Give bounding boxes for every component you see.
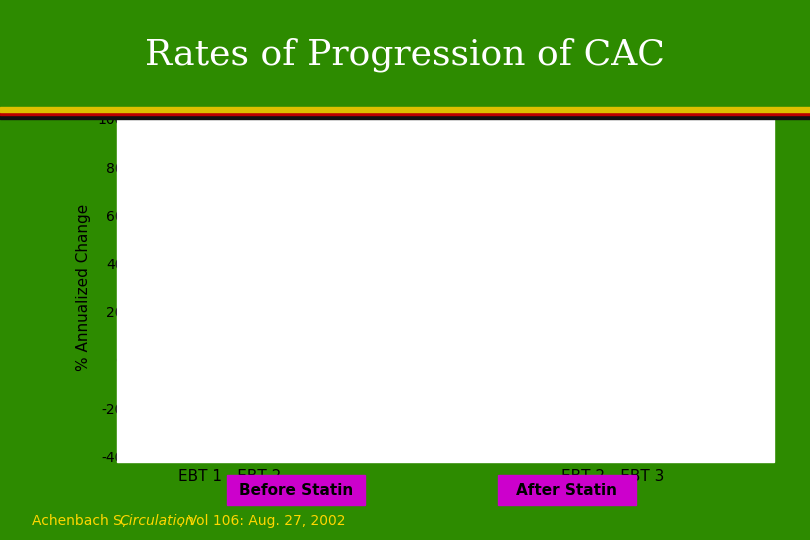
Text: P<0.0001: P<0.0001 bbox=[629, 396, 710, 411]
Text: n=66: n=66 bbox=[241, 153, 290, 171]
Y-axis label: % Annualized Change: % Annualized Change bbox=[75, 204, 91, 371]
Text: After Statin: After Statin bbox=[517, 483, 617, 497]
Text: , Vol 106: Aug. 27, 2002: , Vol 106: Aug. 27, 2002 bbox=[179, 514, 346, 528]
Text: Achenbach S,: Achenbach S, bbox=[32, 514, 131, 528]
Text: 25%: 25% bbox=[166, 285, 202, 300]
Text: Before Statin: Before Statin bbox=[238, 483, 353, 497]
Text: Circulation: Circulation bbox=[120, 514, 194, 528]
Text: 8.8%: 8.8% bbox=[629, 331, 671, 346]
Text: Rates of Progression of CAC: Rates of Progression of CAC bbox=[145, 38, 665, 72]
